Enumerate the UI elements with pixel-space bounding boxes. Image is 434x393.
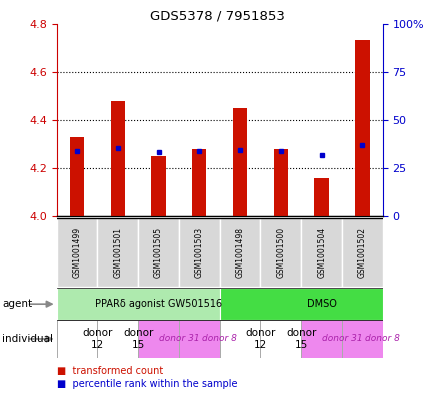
Bar (260, 320, 300, 358)
Text: ■  percentile rank within the sample: ■ percentile rank within the sample (56, 379, 237, 389)
Text: GSM1001499: GSM1001499 (72, 227, 81, 278)
Bar (232, 108, 247, 216)
Text: donor 8: donor 8 (202, 334, 237, 343)
Text: individual: individual (2, 334, 53, 344)
Bar (138, 320, 178, 358)
Text: donor
15: donor 15 (123, 328, 153, 350)
Bar (56, 288, 219, 320)
Text: GSM1001501: GSM1001501 (113, 227, 122, 278)
Text: donor
12: donor 12 (245, 328, 275, 350)
Bar (178, 218, 219, 287)
Bar (260, 218, 300, 287)
Text: GSM1001503: GSM1001503 (194, 227, 203, 278)
Bar (151, 156, 165, 216)
Text: ■  transformed count: ■ transformed count (56, 366, 162, 376)
Bar (178, 320, 219, 358)
Bar (97, 218, 138, 287)
Bar (300, 320, 341, 358)
Text: GSM1001498: GSM1001498 (235, 227, 244, 278)
Text: GSM1001505: GSM1001505 (154, 227, 163, 278)
Bar (341, 218, 382, 287)
Text: donor 31: donor 31 (321, 334, 362, 343)
Bar (110, 101, 125, 216)
Text: donor
12: donor 12 (82, 328, 112, 350)
Bar (300, 218, 341, 287)
Bar (69, 137, 84, 216)
Text: donor
15: donor 15 (286, 328, 316, 350)
Text: donor 31: donor 31 (158, 334, 199, 343)
Text: agent: agent (2, 299, 32, 309)
Text: GSM1001500: GSM1001500 (276, 227, 285, 278)
Bar (341, 320, 382, 358)
Text: GSM1001502: GSM1001502 (357, 227, 366, 278)
Bar (56, 218, 97, 287)
Text: GDS5378 / 7951853: GDS5378 / 7951853 (150, 10, 284, 23)
Bar (219, 320, 260, 358)
Bar (138, 218, 178, 287)
Bar (314, 178, 328, 216)
Bar (273, 149, 287, 216)
Text: DMSO: DMSO (306, 299, 336, 309)
Bar (97, 320, 138, 358)
Text: PPARδ agonist GW501516: PPARδ agonist GW501516 (95, 299, 221, 309)
Bar (192, 149, 206, 216)
Bar (56, 320, 97, 358)
Bar (219, 288, 382, 320)
Bar (355, 40, 369, 216)
Bar (219, 218, 260, 287)
Text: donor 8: donor 8 (365, 334, 399, 343)
Text: GSM1001504: GSM1001504 (316, 227, 326, 278)
